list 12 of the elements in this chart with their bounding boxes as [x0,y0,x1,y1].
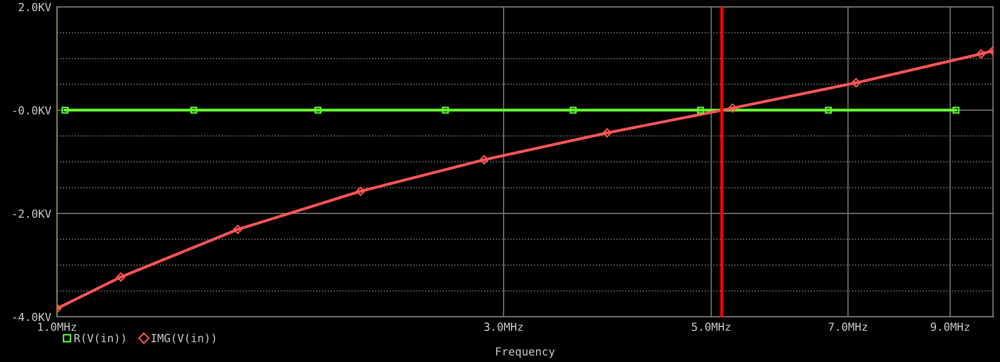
y-tick-label: -0.0KV [13,106,52,115]
x-axis-title: Frequency [496,347,555,358]
y-tick-label: -2.0KV [13,209,52,218]
legend-label: IMG(V(in)) [152,334,216,344]
x-tick-label: 5.0MHz [692,322,730,331]
y-tick-label: 2.0KV [18,2,52,12]
y-tick-label: -4.0KV [13,312,52,322]
x-tick-label: 7.0MHz [828,322,868,331]
legend-label: R(V(in)) [74,334,125,344]
x-tick-label: 3.0MHz [484,322,523,331]
x-tick-label: 1.0MHz [38,322,76,331]
x-tick-label: 9.0MHz [930,322,970,331]
